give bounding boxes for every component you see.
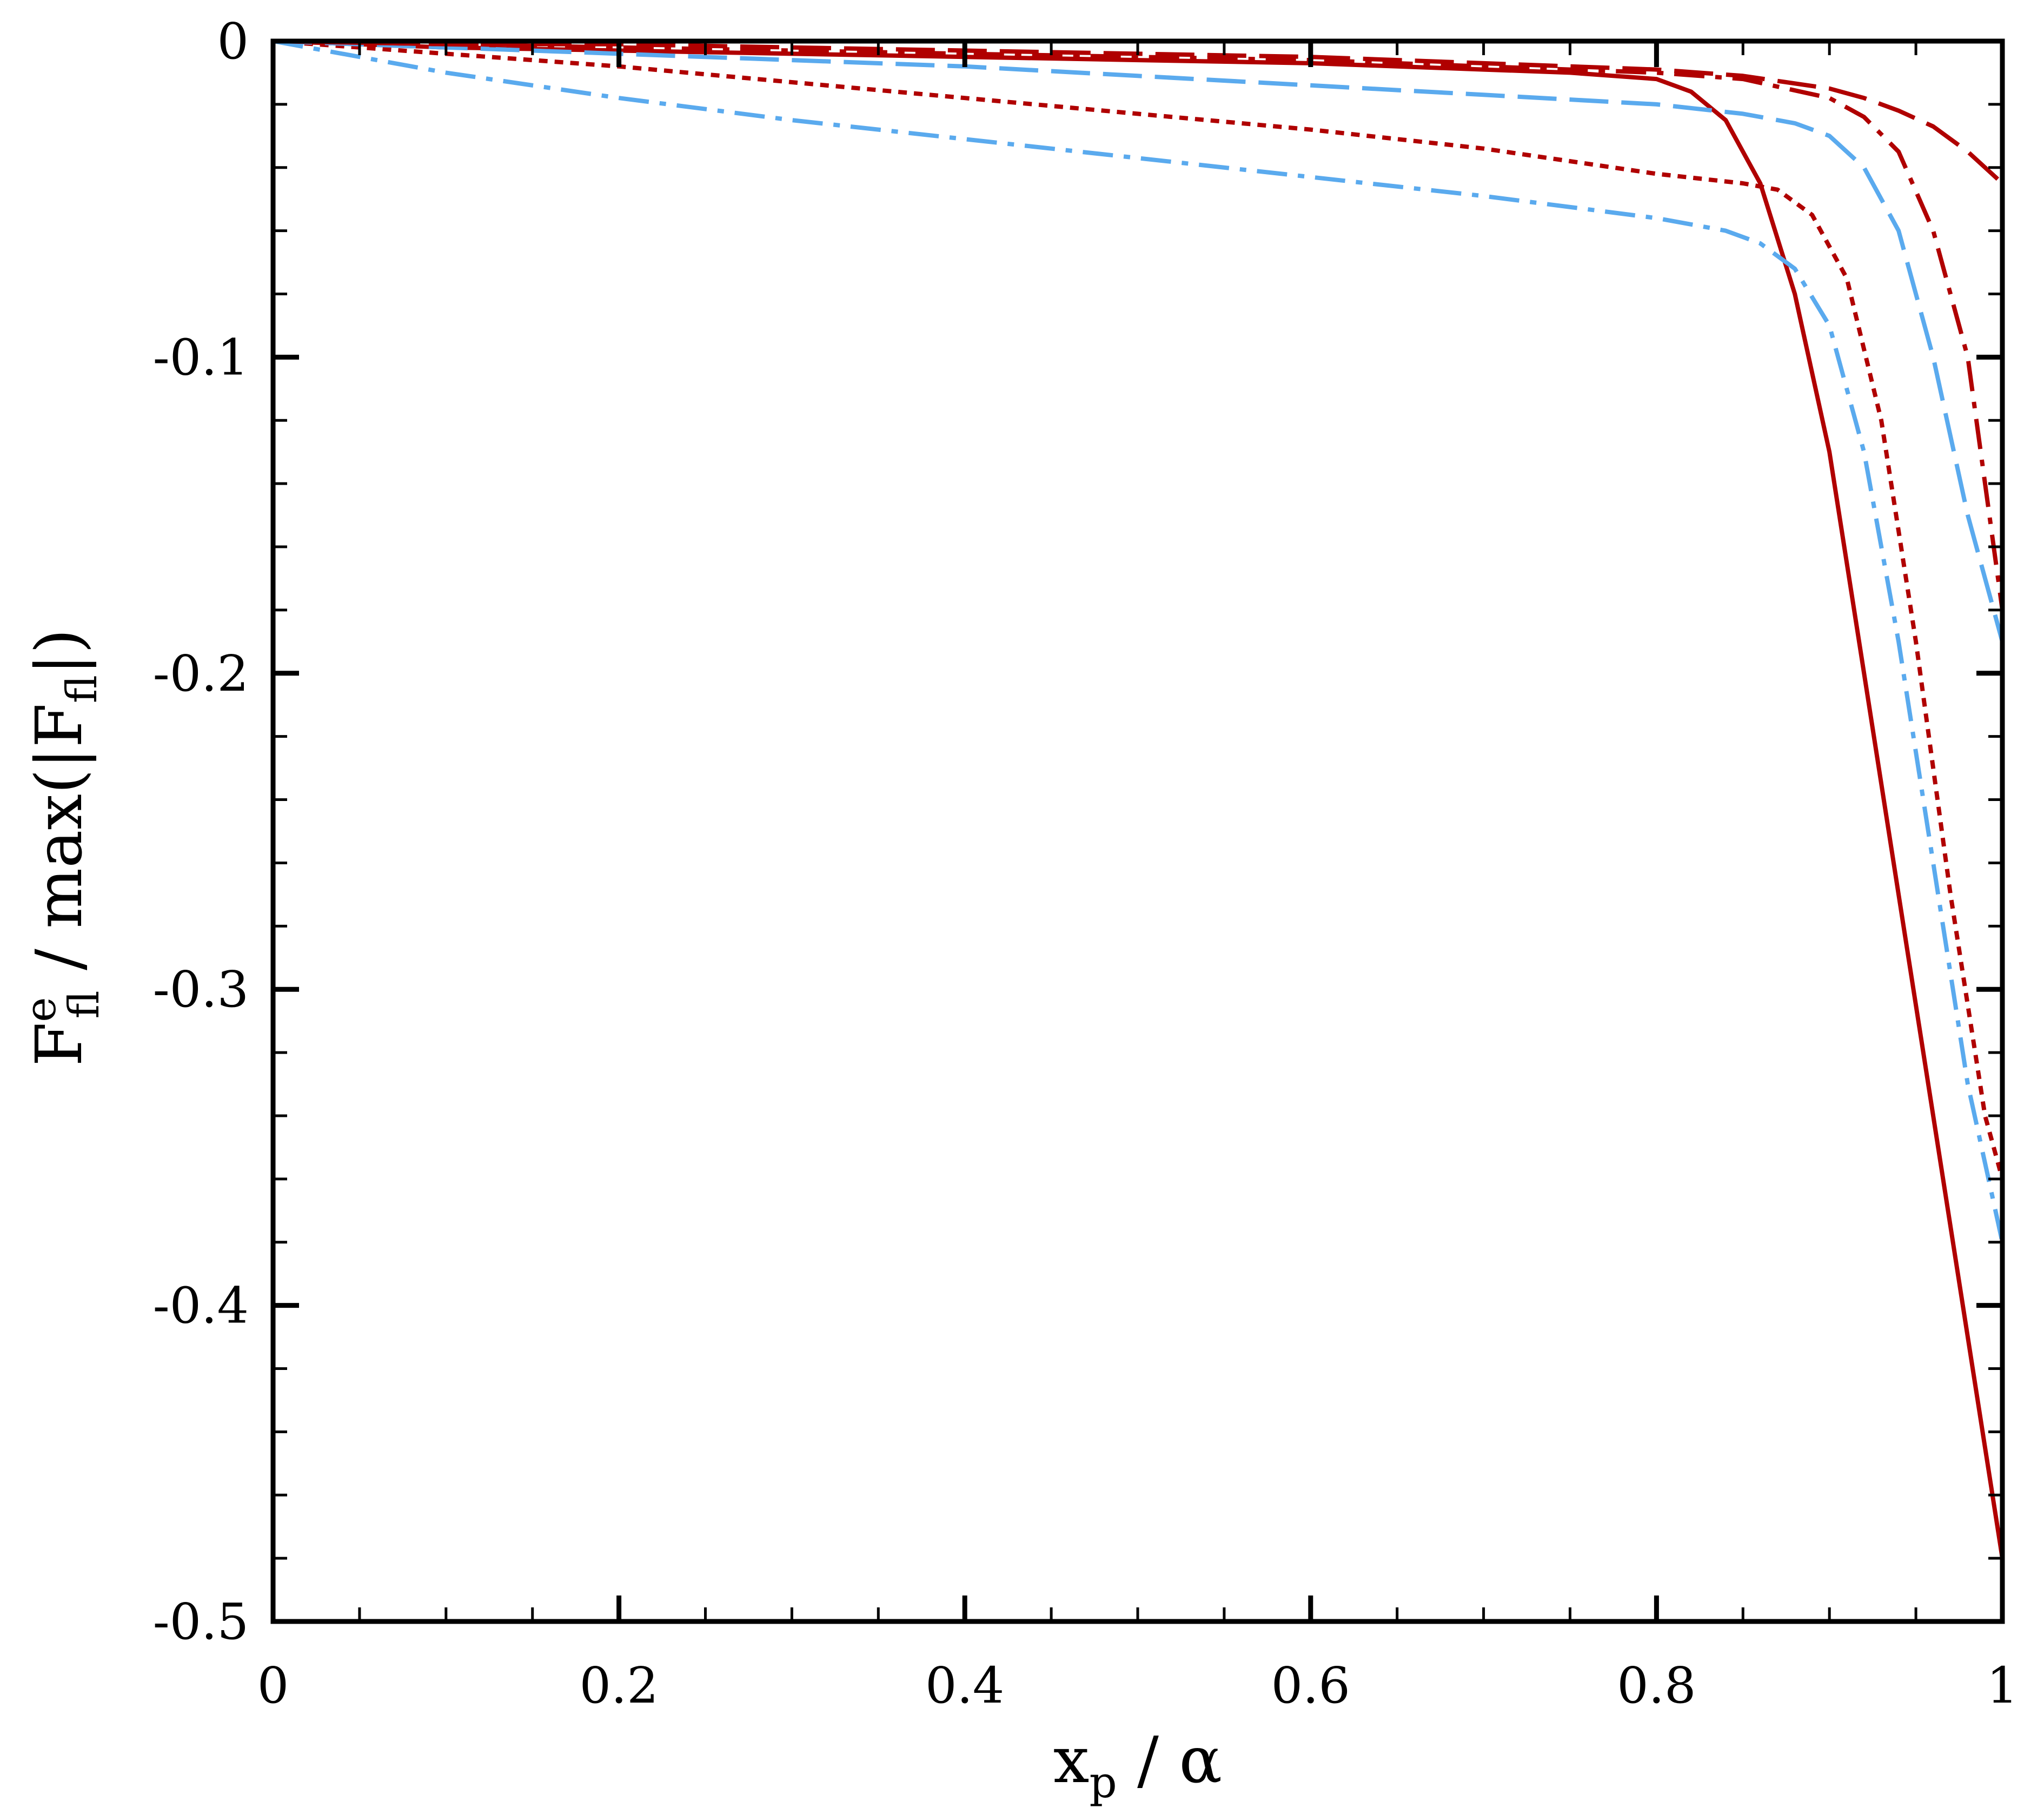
x-tick-label: 0.4 <box>925 1657 1004 1714</box>
x-tick-label: 0 <box>257 1657 289 1714</box>
y-axis-label-mid: / max(|F <box>22 703 96 990</box>
series-line-2 <box>273 39 2005 1180</box>
tick-layer <box>270 38 2005 1624</box>
series-line-1 <box>273 39 2005 1559</box>
x-axis-label-subscript: p <box>1089 1757 1117 1808</box>
y-axis-label-subscript-2: fl <box>58 675 107 703</box>
y-axis-label-subscript: fl <box>60 990 109 1018</box>
y-tick-label: -0.4 <box>153 1277 249 1335</box>
y-axis-label-end: |) <box>22 628 96 675</box>
x-axis-label: xp / α <box>1053 1723 1222 1808</box>
y-tick-label: -0.3 <box>153 961 249 1018</box>
series-line-3 <box>273 39 2005 1243</box>
y-axis-label-superscript: e <box>17 997 65 1022</box>
series-line-4 <box>273 39 2005 643</box>
y-tick-label: -0.1 <box>153 328 249 386</box>
x-axis-label-rest: / α <box>1117 1723 1222 1797</box>
y-axis-label: Fefl / max(|Ffl|) <box>17 628 109 1066</box>
x-tick-label: 1 <box>1987 1657 2019 1714</box>
x-tick-label: 0.2 <box>579 1657 658 1714</box>
series-line-5 <box>273 39 2005 611</box>
y-axis-label-f: F <box>22 1022 96 1067</box>
x-tick-label: 0.8 <box>1617 1657 1696 1714</box>
series-layer <box>273 39 2005 1559</box>
tick-label-layer: 0 0.2 0.4 0.6 0.8 1 0 -0.1 -0.2 -0.3 -0.4 -0.5 <box>153 12 2019 1714</box>
x-tick-label: 0.6 <box>1271 1657 1350 1714</box>
x-axis-label-main: x <box>1053 1723 1090 1797</box>
plot-frame <box>270 38 2005 1624</box>
y-tick-label: 0 <box>217 12 249 70</box>
y-tick-label: -0.2 <box>153 645 249 703</box>
y-tick-label: -0.5 <box>153 1593 249 1651</box>
